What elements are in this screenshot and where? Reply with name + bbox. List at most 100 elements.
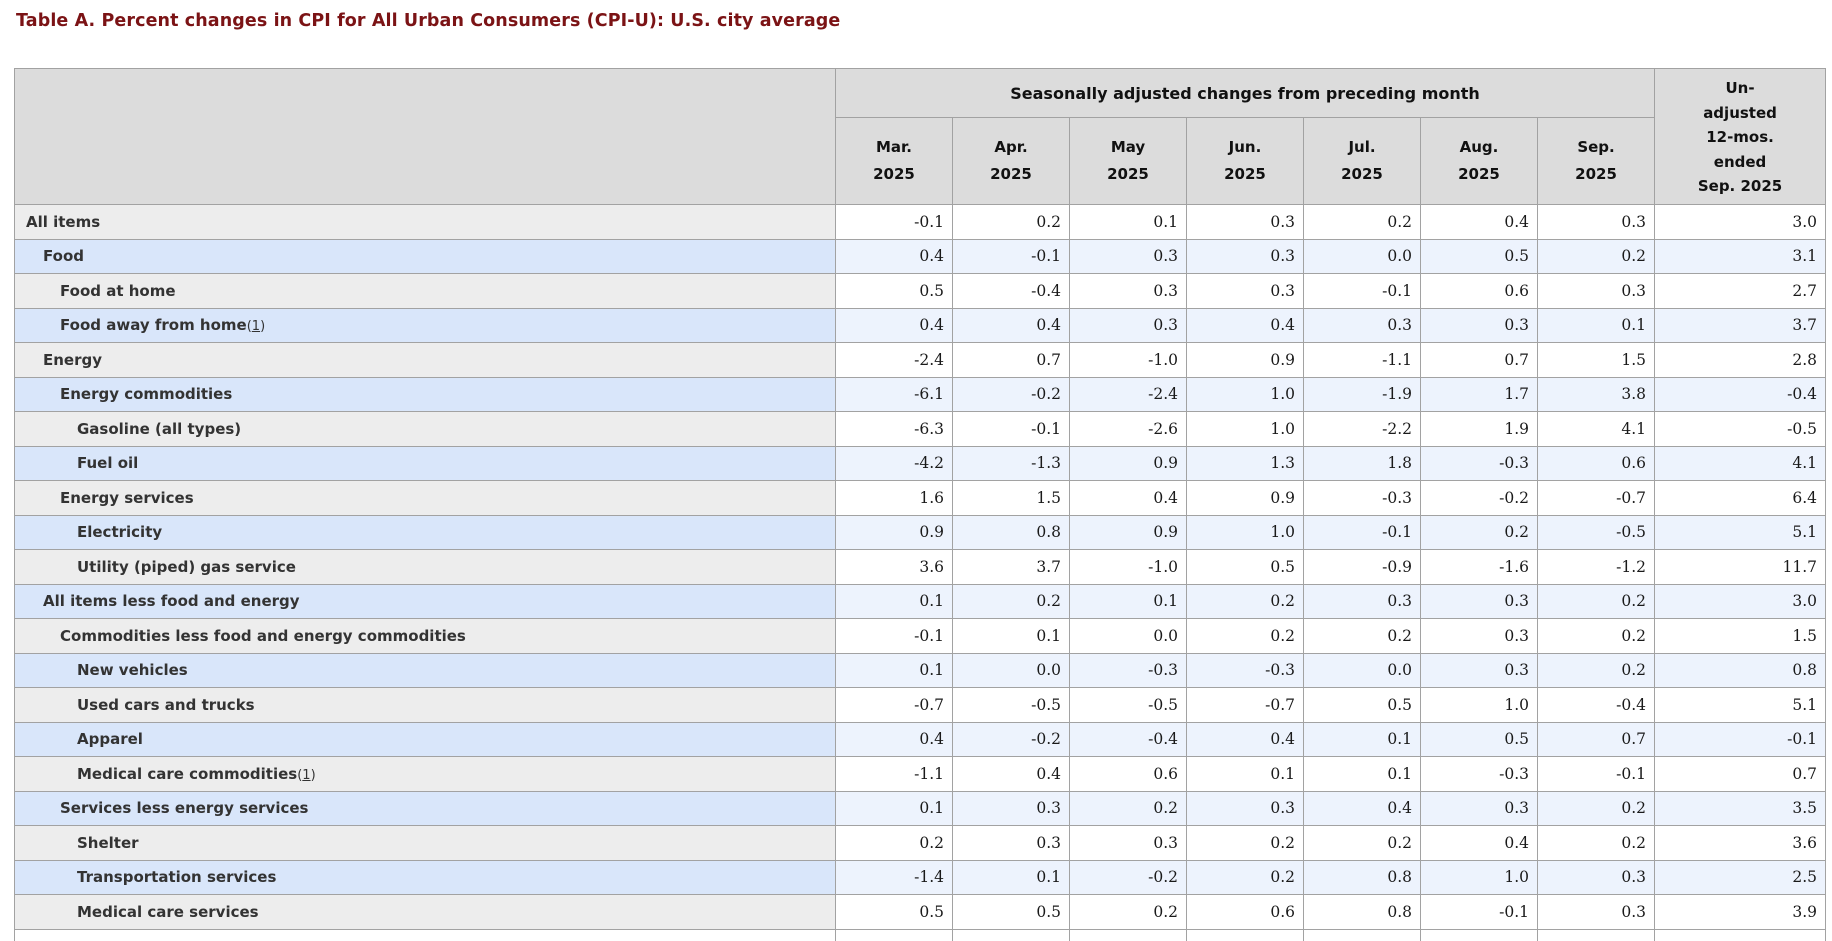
footnote: (1)	[246, 319, 266, 335]
value-cell-apr: 0.2	[952, 204, 1070, 240]
table-row: All items() -0.1 0.2 0.1 0.3 0.2 0.4 0.3…	[14, 204, 1827, 240]
value-cell-sep: 0.2	[1536, 790, 1656, 826]
value-cell-sep: 0.3	[1536, 894, 1656, 930]
year-label: 2025	[1224, 165, 1266, 183]
value-cell-sep: 0.1	[1536, 307, 1656, 343]
cpi-table: Seasonally adjusted changes from precedi…	[14, 68, 1827, 941]
value-cell-jul: 0.2	[1303, 825, 1421, 861]
year-label: 2025	[1107, 165, 1149, 183]
twelve-month-cell: 1.5	[1654, 618, 1827, 654]
unadjusted-line: ended	[1713, 152, 1767, 171]
value-cell-jun: 1.0	[1186, 376, 1304, 412]
value-cell-apr: 0.5	[952, 894, 1070, 930]
value-cell-may: 0.9	[1069, 514, 1187, 550]
value-cell-aug	[1420, 928, 1538, 941]
value-cell-aug: 0.7	[1420, 342, 1538, 378]
value-cell-aug: 1.0	[1420, 687, 1538, 723]
value-cell-aug: 0.3	[1420, 790, 1538, 826]
value-cell-jun: 0.2	[1186, 583, 1304, 619]
row-label-text: Energy	[43, 350, 103, 369]
table-row: Food away from home(1) 0.4 0.4 0.3 0.4 0…	[14, 307, 1827, 343]
row-label: All items less food and energy()	[14, 583, 836, 619]
value-cell-aug: 0.3	[1420, 618, 1538, 654]
month-label: Sep.	[1577, 138, 1615, 156]
value-cell-aug: 0.3	[1420, 307, 1538, 343]
value-cell-apr: 1.5	[952, 480, 1070, 516]
value-cell-jul: 0.2	[1303, 204, 1421, 240]
value-cell-apr: -0.2	[952, 721, 1070, 757]
value-cell-may: -0.2	[1069, 859, 1187, 895]
month-label: Apr.	[994, 138, 1028, 156]
table-header: Seasonally adjusted changes from precedi…	[14, 68, 1827, 205]
value-cell-aug: -1.6	[1420, 549, 1538, 585]
row-label: Services less energy services()	[14, 790, 836, 826]
unadjusted-line: Un-	[1725, 79, 1755, 97]
value-cell-apr	[952, 928, 1070, 941]
value-cell-jun: 1.3	[1186, 445, 1304, 481]
twelve-month-cell: -0.5	[1654, 411, 1827, 447]
month-label: Mar.	[875, 138, 912, 156]
table-row: Commodities less food and energy commodi…	[14, 618, 1827, 654]
value-cell-jul: -1.1	[1303, 342, 1421, 378]
value-cell-mar: 1.6	[835, 480, 953, 516]
value-cell-jun: -0.7	[1186, 687, 1304, 723]
value-cell-jun: 0.9	[1186, 342, 1304, 378]
table-row: Electricity() 0.9 0.8 0.9 1.0 -0.1 0.2 -…	[14, 514, 1827, 550]
value-cell-may: 0.1	[1069, 204, 1187, 240]
twelve-month-cell: 2.5	[1654, 859, 1827, 895]
value-cell-aug: -0.1	[1420, 894, 1538, 930]
value-cell-apr: -0.1	[952, 238, 1070, 274]
value-cell-mar: -0.1	[835, 204, 953, 240]
value-cell-jul: -0.3	[1303, 480, 1421, 516]
value-cell-jun: 0.9	[1186, 480, 1304, 516]
value-cell-may: -0.4	[1069, 721, 1187, 757]
value-cell-mar: 0.5	[835, 894, 953, 930]
value-cell-jun: 0.3	[1186, 273, 1304, 309]
value-cell-mar: 0.1	[835, 652, 953, 688]
value-cell-mar: -0.1	[835, 618, 953, 654]
twelve-month-cell: -0.1	[1654, 721, 1827, 757]
value-cell-mar: 0.4	[835, 238, 953, 274]
value-cell-mar: 0.2	[835, 825, 953, 861]
row-label: Apparel()	[14, 721, 836, 757]
value-cell-mar: -2.4	[835, 342, 953, 378]
value-cell-aug: -0.3	[1420, 445, 1538, 481]
value-cell-jun: 0.1	[1186, 756, 1304, 792]
table-row: Medical care commodities(1) -1.1 0.4 0.6…	[14, 756, 1827, 792]
value-cell-jul: -0.1	[1303, 514, 1421, 550]
value-cell-mar: -4.2	[835, 445, 953, 481]
twelve-month-cell: 4.1	[1654, 445, 1827, 481]
twelve-month-cell: 3.6	[1654, 825, 1827, 861]
row-label: Food()	[14, 238, 836, 274]
footnote-link[interactable]: 1	[251, 319, 261, 335]
value-cell-apr: -0.2	[952, 376, 1070, 412]
twelve-month-cell: 11.7	[1654, 549, 1827, 585]
value-cell-mar: 0.1	[835, 790, 953, 826]
value-cell-may: 0.1	[1069, 583, 1187, 619]
footnote-link[interactable]: 1	[302, 767, 311, 783]
twelve-month-cell: 3.0	[1654, 204, 1827, 240]
table-row: Used cars and trucks() -0.7 -0.5 -0.5 -0…	[14, 687, 1827, 723]
value-cell-jul: 0.8	[1303, 894, 1421, 930]
table-row: Utility (piped) gas service() 3.6 3.7 -1…	[14, 549, 1827, 585]
value-cell-sep: 0.2	[1536, 618, 1656, 654]
value-cell-aug: 1.7	[1420, 376, 1538, 412]
value-cell-jun: 0.6	[1186, 894, 1304, 930]
value-cell-jul: 0.1	[1303, 756, 1421, 792]
value-cell-mar: -0.7	[835, 687, 953, 723]
table-row: Energy commodities() -6.1 -0.2 -2.4 1.0 …	[14, 376, 1827, 412]
value-cell-aug: 0.6	[1420, 273, 1538, 309]
value-cell-jun	[1186, 928, 1304, 941]
twelve-month-cell: 6.4	[1654, 480, 1827, 516]
unadjusted-line: Sep. 2025	[1697, 177, 1783, 195]
row-label-text: Energy commodities	[60, 385, 233, 404]
row-label-text: Food	[43, 247, 84, 266]
value-cell-jul: 0.0	[1303, 652, 1421, 688]
table-row: Energy() -2.4 0.7 -1.0 0.9 -1.1 0.7 1.5 …	[14, 342, 1827, 378]
twelve-month-cell: 5.1	[1654, 514, 1827, 550]
twelve-month-cell: 3.9	[1654, 894, 1827, 930]
value-cell-sep: -0.4	[1536, 687, 1656, 723]
table-row: New vehicles() 0.1 0.0 -0.3 -0.3 0.0 0.3…	[14, 652, 1827, 688]
value-cell-aug: 1.9	[1420, 411, 1538, 447]
value-cell-sep: 0.3	[1536, 859, 1656, 895]
